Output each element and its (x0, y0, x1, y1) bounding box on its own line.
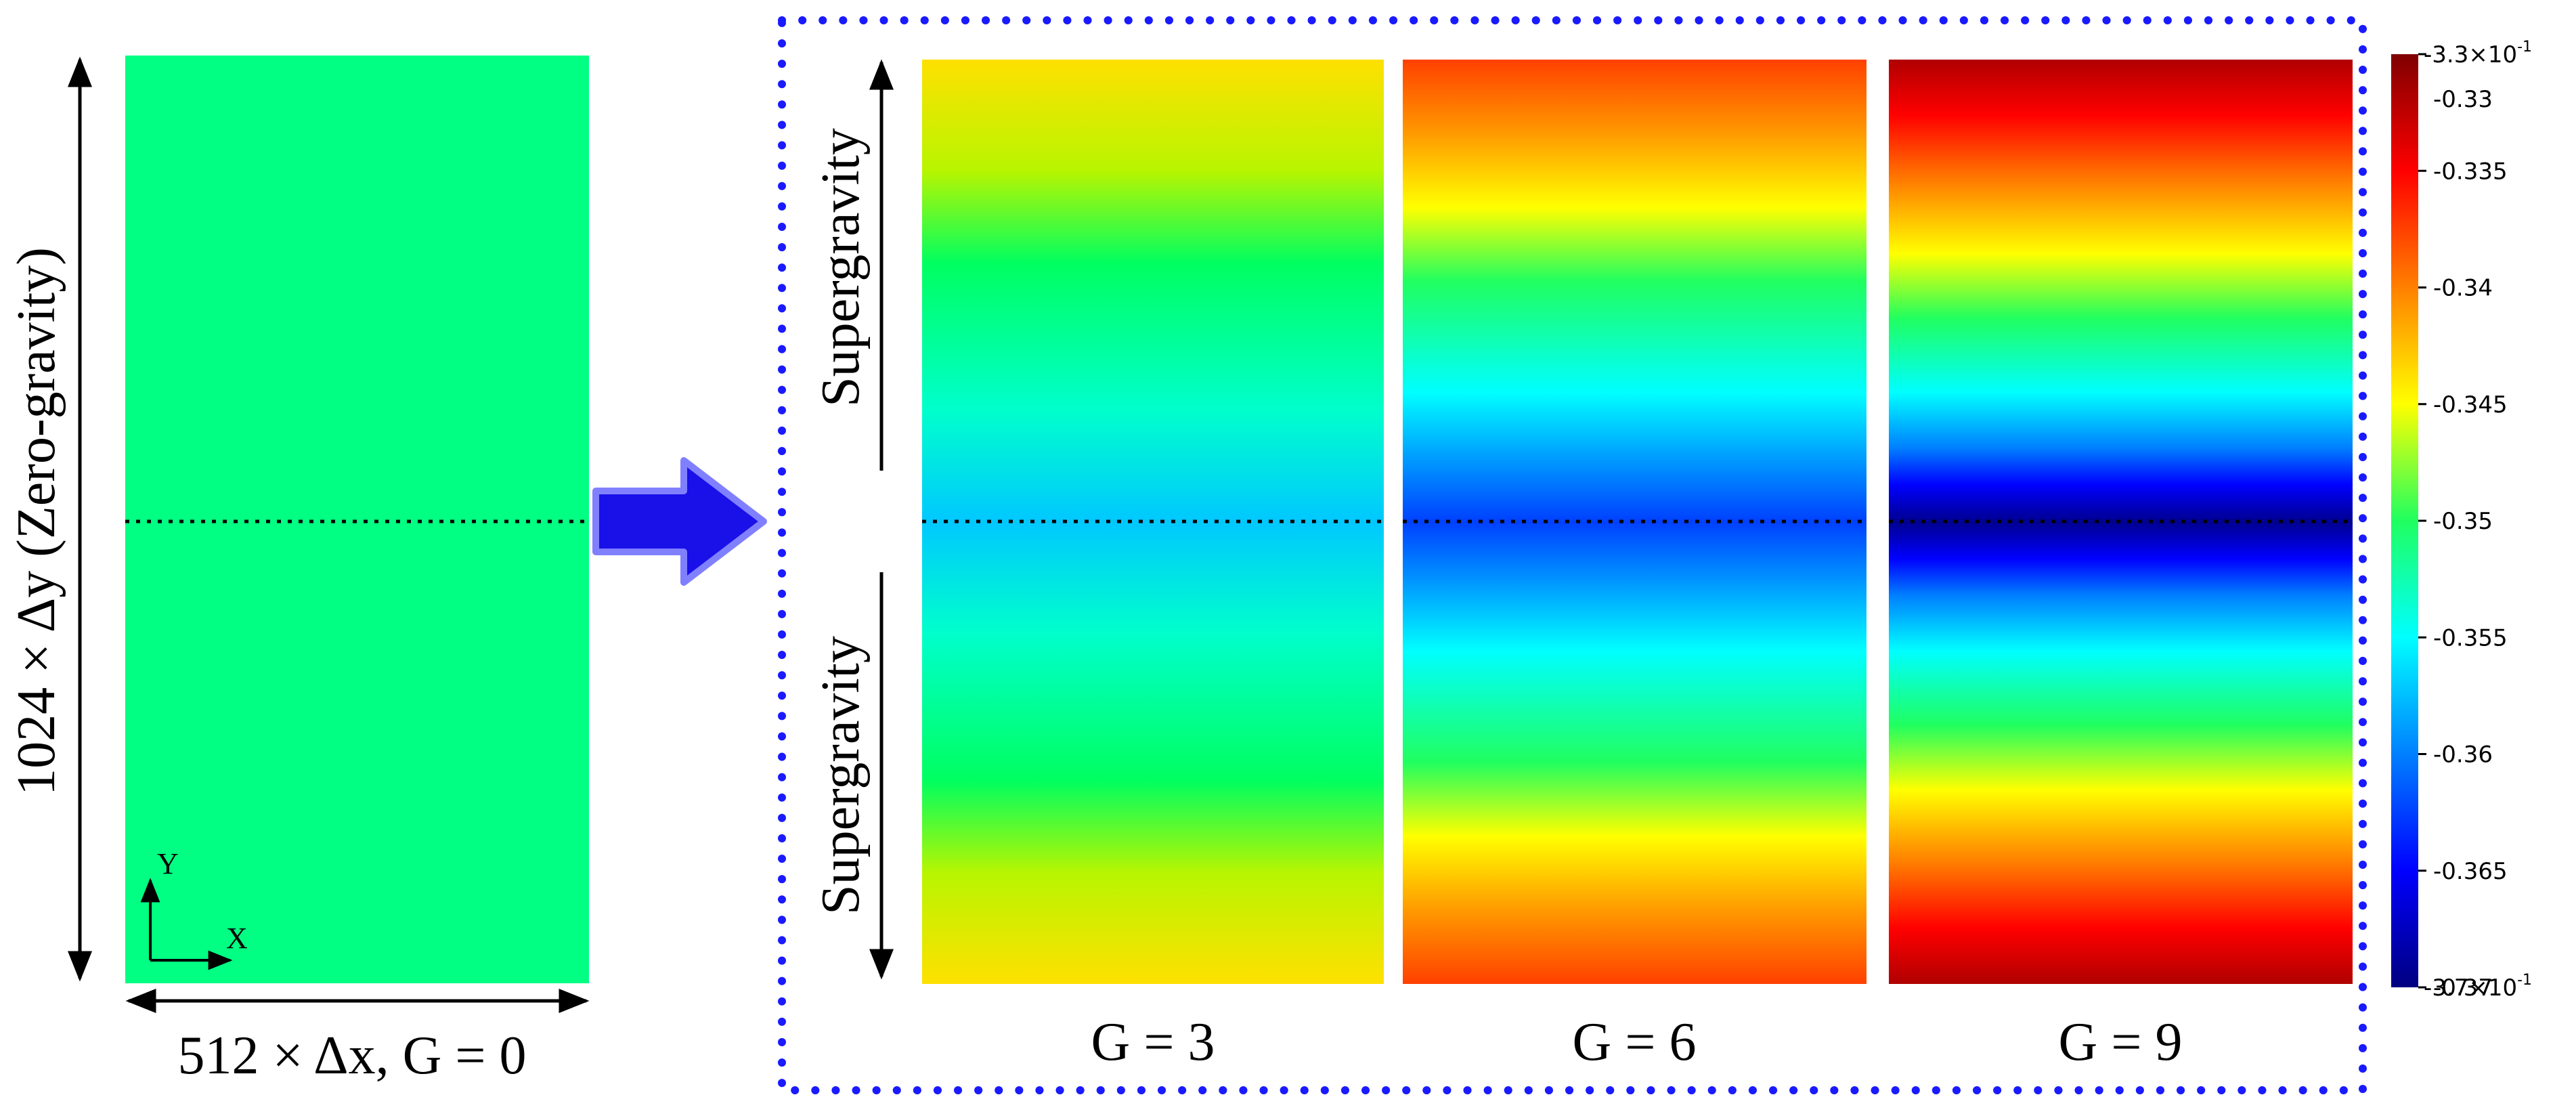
supergravity-lower: Supergravity (811, 572, 894, 980)
axis-x-label: X (226, 922, 248, 955)
label-g3: G = 3 (1091, 1012, 1215, 1072)
field-g6 (1403, 60, 1866, 984)
colorbar-tick-label: -0.365 (2433, 858, 2508, 885)
colorbar-tick-label: -0.335 (2433, 158, 2508, 185)
label-g6: G = 6 (1573, 1012, 1697, 1072)
colorbar-bottom-label: -3.7×10-1 (2424, 972, 2532, 1002)
colorbar-tick-label: -0.355 (2433, 624, 2508, 651)
zero-gravity-panel: 1024 × Δy (Zero-gravity) 512 × Δx, G = 0… (7, 56, 590, 1086)
transition-arrow (592, 457, 767, 586)
panel-g3: G = 3 (922, 60, 1384, 1072)
axis-y-label: Y (157, 847, 179, 880)
colorbar-tick-label: -0.33 (2433, 86, 2493, 113)
field-g9 (1889, 60, 2353, 984)
zero-gravity-field (125, 56, 589, 983)
supergravity-label-lower: Supergravity (811, 636, 871, 915)
label-g9: G = 9 (2059, 1012, 2183, 1072)
width-label: 512 × Δx, G = 0 (177, 1026, 526, 1086)
colorbar-tick-label: -0.34 (2433, 275, 2493, 302)
colorbar-tick-label: -0.36 (2433, 742, 2493, 769)
colorbar-ticks: -0.33 -0.335 -0.34 -0.345 -0.35 -0.355 -0.36 -0… (2418, 53, 2508, 1002)
colorbar-gradient (2391, 54, 2418, 987)
axes-icon: Y X (140, 847, 248, 970)
panel-g9: G = 9 (1889, 60, 2353, 1072)
colorbar-tick-label: -0.35 (2433, 508, 2493, 535)
supergravity-upper: Supergravity (811, 59, 894, 471)
colorbar-tick-label: -0.345 (2433, 391, 2508, 418)
colorbar-tick-label: -0.37 (2433, 974, 2493, 1002)
panel-g6: G = 6 (1403, 60, 1866, 1072)
supergravity-frame (778, 16, 2367, 1094)
colorbar-top-label: -3.3×10-1 (2424, 39, 2532, 68)
height-label: 1024 × Δy (Zero-gravity) (7, 247, 66, 796)
supergravity-label-upper: Supergravity (811, 128, 871, 407)
colorbar: -0.33 -0.335 -0.34 -0.345 -0.35 -0.355 -0.36 -0… (2391, 39, 2532, 1002)
